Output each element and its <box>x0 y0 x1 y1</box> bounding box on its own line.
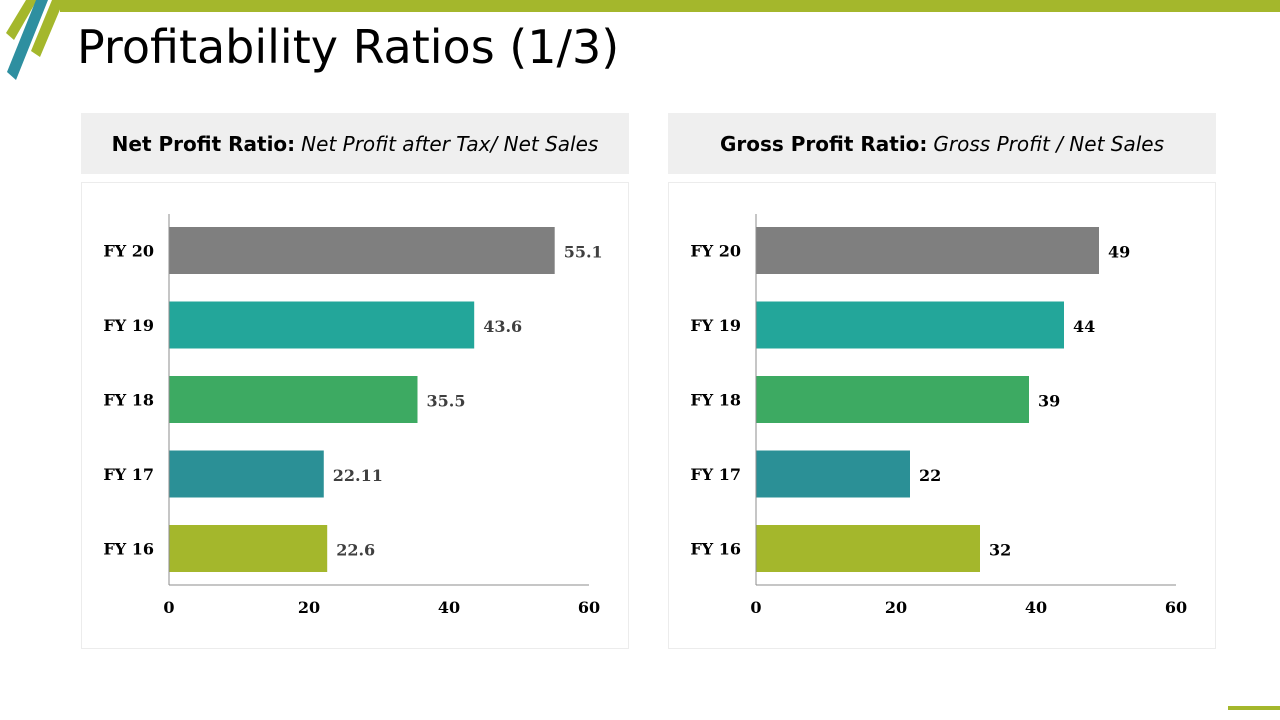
data-label: 22.6 <box>336 541 375 560</box>
bar <box>756 301 1064 349</box>
slash-teal <box>7 0 48 80</box>
formula-expression: Net Profit after Tax/ Net Sales <box>301 131 599 156</box>
data-label: 39 <box>1038 392 1060 411</box>
data-label: 32 <box>989 541 1011 560</box>
net-profit-panel: Net Profit Ratio: Net Profit after Tax/ … <box>81 113 629 649</box>
x-tick-label: 0 <box>163 598 174 617</box>
net-profit-bar-chart: FY 20 55.1 FY 19 43.6 FY 18 35.5 FY 17 22.11 FY … <box>103 214 603 617</box>
category-label: FY 17 <box>103 465 154 484</box>
top-accent-line <box>60 0 1280 12</box>
corner-slash-decoration <box>6 0 64 80</box>
formula-expression: Gross Profit / Net Sales <box>933 131 1165 156</box>
formula-label: Net Profit Ratio: <box>111 131 296 156</box>
category-label: FY 18 <box>690 391 741 410</box>
category-label: FY 16 <box>690 540 741 559</box>
category-label: FY 19 <box>690 316 741 335</box>
slash-green-2 <box>31 0 64 57</box>
bar <box>169 227 555 274</box>
bar <box>756 450 910 498</box>
net-profit-chart-box: FY 20 55.1 FY 19 43.6 FY 18 35.5 FY 17 22.11 FY … <box>81 182 629 649</box>
data-label: 44 <box>1073 317 1095 336</box>
net-profit-formula-header: Net Profit Ratio: Net Profit after Tax/ … <box>81 113 629 174</box>
category-label: FY 18 <box>103 391 154 410</box>
bar <box>169 525 328 572</box>
slide-title: Profitability Ratios (1/3) <box>77 20 620 74</box>
formula-label: Gross Profit Ratio: <box>719 131 928 156</box>
x-tick-label: 40 <box>438 598 460 617</box>
x-tick-label: 20 <box>885 598 907 617</box>
category-label: FY 20 <box>690 242 741 261</box>
x-tick-label: 0 <box>750 598 761 617</box>
bottom-accent-line <box>1228 706 1280 710</box>
bar <box>169 301 475 349</box>
gross-profit-panel: Gross Profit Ratio: Gross Profit / Net S… <box>668 113 1216 649</box>
gross-profit-bar-chart: FY 20 49 FY 19 44 FY 18 39 FY 17 22 FY 16 32 0 20 40… <box>690 214 1187 617</box>
data-label: 22.11 <box>333 466 383 485</box>
data-label: 49 <box>1108 243 1130 262</box>
data-label: 55.1 <box>564 243 603 262</box>
bar <box>756 376 1029 423</box>
data-label: 22 <box>919 466 941 485</box>
category-label: FY 19 <box>103 316 154 335</box>
data-label: 43.6 <box>483 317 522 336</box>
x-tick-label: 60 <box>1165 598 1187 617</box>
x-tick-label: 20 <box>298 598 320 617</box>
bar <box>169 376 418 423</box>
data-label: 35.5 <box>427 392 466 411</box>
gross-profit-formula-header: Gross Profit Ratio: Gross Profit / Net S… <box>668 113 1216 174</box>
bar <box>756 525 980 572</box>
category-label: FY 20 <box>103 242 154 261</box>
slash-green-1 <box>6 0 37 40</box>
bar <box>756 227 1099 274</box>
gross-profit-chart-box: FY 20 49 FY 19 44 FY 18 39 FY 17 22 FY 16 32 0 20 40… <box>668 182 1216 649</box>
category-label: FY 17 <box>690 465 741 484</box>
category-label: FY 16 <box>103 540 154 559</box>
bar <box>169 450 324 498</box>
x-tick-label: 60 <box>578 598 600 617</box>
x-tick-label: 40 <box>1025 598 1047 617</box>
